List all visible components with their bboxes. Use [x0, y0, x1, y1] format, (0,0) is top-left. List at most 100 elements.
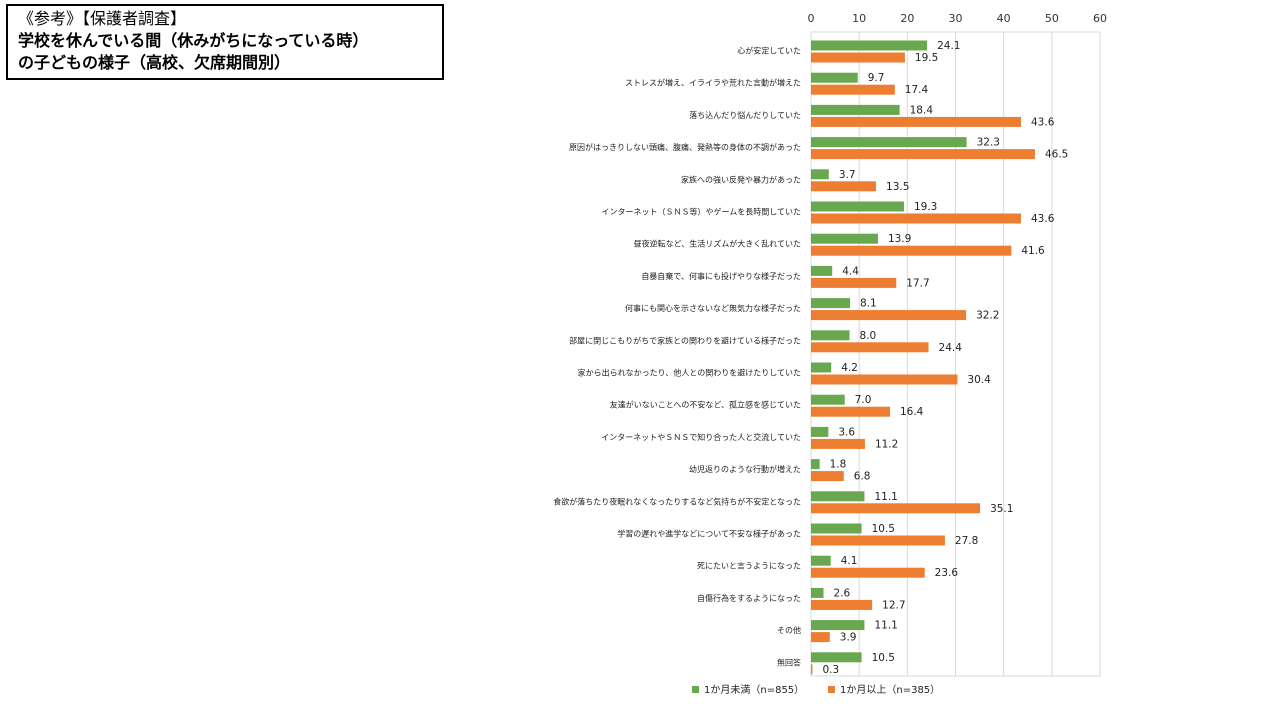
category-label: 無回答	[777, 657, 801, 667]
bar-over-1-month	[811, 438, 865, 449]
data-label: 0.3	[822, 664, 839, 676]
category-label: 何事にも関心を示さないなど無気力な様子だった	[625, 303, 801, 313]
bar-over-1-month	[811, 406, 890, 417]
x-tick-label: 30	[949, 12, 963, 25]
data-label: 24.1	[937, 40, 960, 52]
category-label: 家族への強い反発や暴力があった	[681, 174, 801, 184]
bar-over-1-month	[811, 245, 1012, 256]
legend-swatch-over-1-month	[828, 686, 835, 693]
bar-over-1-month	[811, 84, 895, 95]
bar-over-1-month	[811, 374, 958, 385]
bar-over-1-month	[811, 664, 813, 675]
category-label: 自暴自棄で、何事にも投げやりな様子だった	[641, 271, 801, 281]
bar-under-1-month	[811, 40, 928, 51]
x-tick-label: 10	[852, 12, 866, 25]
data-label: 24.4	[939, 342, 963, 354]
data-label: 4.1	[841, 555, 858, 567]
category-label: インターネットやＳＮＳで知り合った人と交流していた	[601, 432, 801, 442]
title-line-2: 学校を休んでいる間（休みがちになっている時）	[18, 31, 369, 50]
bar-over-1-month	[811, 116, 1022, 127]
bar-under-1-month	[811, 298, 851, 309]
bar-under-1-month	[811, 587, 824, 598]
data-label: 7.0	[855, 394, 872, 406]
bar-under-1-month	[811, 104, 900, 115]
bar-over-1-month	[811, 471, 844, 482]
category-label: 原因がはっきりしない頭痛、腹痛、発熱等の身体の不調があった	[569, 142, 801, 152]
bar-over-1-month	[811, 149, 1035, 160]
data-label: 17.7	[906, 277, 929, 289]
bar-under-1-month	[811, 201, 904, 212]
bar-over-1-month	[811, 535, 945, 546]
legend-swatch-under-1-month	[692, 686, 699, 693]
category-label: 幼児返りのような行動が増えた	[689, 464, 801, 474]
bar-over-1-month	[811, 599, 873, 610]
data-label: 13.9	[888, 233, 911, 245]
bar-over-1-month	[811, 567, 925, 578]
bar-under-1-month	[811, 233, 878, 244]
category-label: 学習の遅れや進学などについて不安な様子があった	[617, 529, 801, 539]
data-label: 46.5	[1045, 149, 1068, 161]
bar-under-1-month	[811, 137, 967, 148]
bar-over-1-month	[811, 310, 967, 321]
data-label: 3.6	[838, 426, 855, 438]
category-label: 食欲が落ちたり夜眠れなくなったりするなど気持ちが不安定となった	[553, 496, 801, 506]
data-label: 19.5	[915, 52, 938, 64]
data-label: 4.2	[841, 362, 858, 374]
data-label: 16.4	[900, 406, 924, 418]
bar-over-1-month	[811, 213, 1022, 224]
data-label: 10.5	[872, 523, 895, 535]
bar-under-1-month	[811, 330, 850, 341]
data-label: 9.7	[868, 72, 885, 84]
data-label: 13.5	[886, 181, 909, 193]
data-label: 8.0	[860, 330, 877, 342]
category-label: 部屋に閉じこもりがちで家族との関わりを避けている様子だった	[569, 335, 801, 345]
data-label: 43.6	[1031, 213, 1055, 225]
data-label: 11.1	[874, 491, 897, 503]
bar-under-1-month	[811, 555, 831, 566]
title-line-1: 《参考》【保護者調査】	[18, 9, 187, 28]
x-tick-label: 20	[900, 12, 914, 25]
x-tick-label: 0	[808, 12, 815, 25]
data-label: 32.2	[976, 310, 999, 322]
data-label: 8.1	[860, 298, 877, 310]
bar-under-1-month	[811, 72, 858, 83]
bar-under-1-month	[811, 620, 865, 631]
data-label: 43.6	[1031, 116, 1055, 128]
bar-under-1-month	[811, 394, 845, 405]
bar-over-1-month	[811, 52, 905, 63]
x-tick-label: 60	[1093, 12, 1107, 25]
data-label: 41.6	[1021, 245, 1045, 257]
bar-under-1-month	[811, 265, 833, 276]
data-label: 4.4	[842, 265, 859, 277]
data-label: 1.8	[830, 459, 847, 471]
title-box: 《参考》【保護者調査】 学校を休んでいる間（休みがちになっている時） の子どもの…	[6, 4, 444, 80]
x-tick-label: 40	[997, 12, 1011, 25]
bar-over-1-month	[811, 277, 897, 288]
category-label: 家から出られなかったり、他人との関わりを避けたりしていた	[578, 368, 801, 378]
data-label: 3.7	[839, 169, 856, 181]
data-label: 17.4	[905, 84, 929, 96]
bar-under-1-month	[811, 459, 820, 470]
category-label: 友達がいないことへの不安など、孤立感を感じていた	[610, 400, 801, 410]
bar-under-1-month	[811, 169, 829, 180]
category-label: インターネット（ＳＮＳ等）やゲームを長時間していた	[601, 207, 801, 217]
bar-under-1-month	[811, 426, 829, 437]
bar-under-1-month	[811, 362, 832, 373]
data-label: 10.5	[872, 652, 895, 664]
bar-over-1-month	[811, 632, 830, 643]
bar-under-1-month	[811, 523, 862, 534]
bar-over-1-month	[811, 342, 929, 353]
data-label: 19.3	[914, 201, 937, 213]
bar-over-1-month	[811, 181, 877, 192]
category-label: 死にたいと言うようになった	[697, 561, 801, 571]
bar-under-1-month	[811, 491, 865, 502]
x-tick-label: 50	[1045, 12, 1059, 25]
bar-under-1-month	[811, 652, 862, 663]
category-label: 落ち込んだり悩んだりしていた	[689, 110, 801, 120]
legend-label: 1か月以上（n=385）	[840, 684, 940, 696]
data-label: 23.6	[935, 567, 959, 579]
data-label: 30.4	[967, 374, 991, 386]
data-label: 3.9	[840, 632, 857, 644]
bar-over-1-month	[811, 503, 981, 514]
